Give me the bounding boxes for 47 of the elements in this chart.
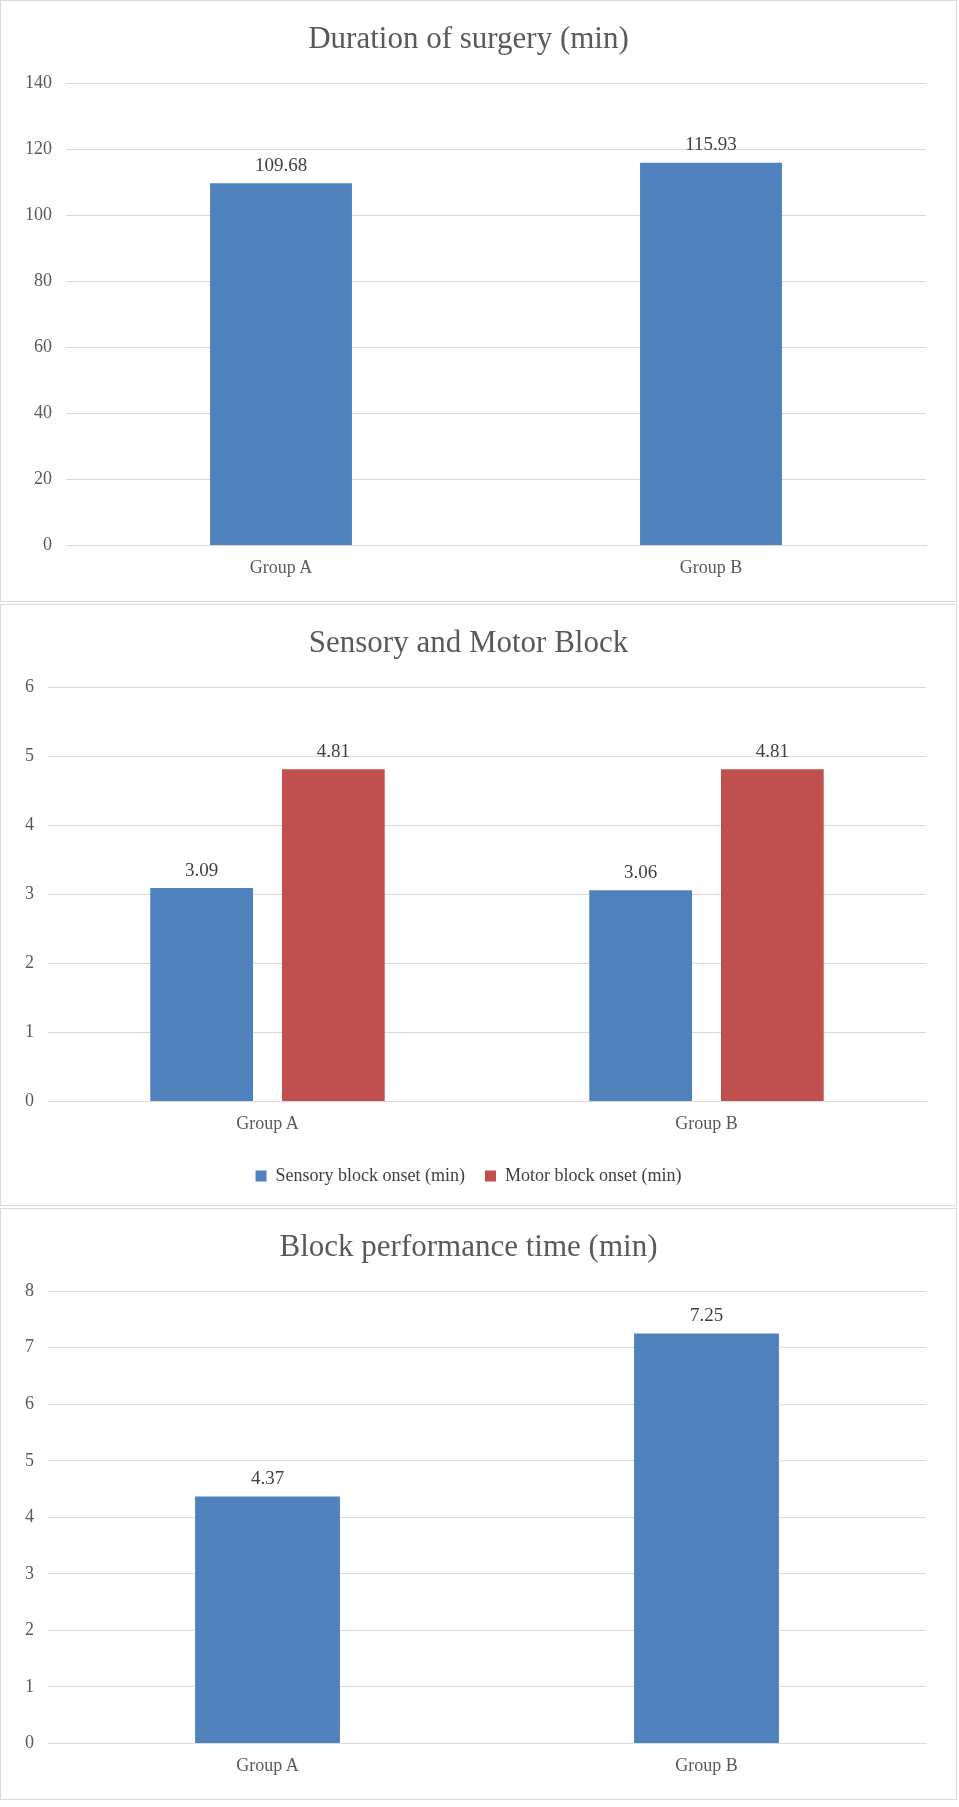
data-label: 4.37 <box>250 1466 285 1488</box>
y-tick-label: 2 <box>25 952 34 973</box>
bar <box>150 888 254 1101</box>
data-label: 115.93 <box>685 133 737 155</box>
chart-title: Duration of surgery (min) <box>308 19 629 55</box>
y-tick-label: 100 <box>25 203 52 224</box>
legend-label: Motor block onset (min) <box>505 1164 682 1186</box>
y-tick-label: 8 <box>25 1279 34 1300</box>
y-tick-label: 40 <box>34 402 52 423</box>
y-tick-label: 5 <box>25 744 34 765</box>
y-tick-label: 120 <box>25 137 52 158</box>
legend-label: Sensory block onset (min) <box>275 1164 466 1186</box>
y-tick-label: 60 <box>34 336 52 357</box>
x-tick-label: Group A <box>249 556 313 577</box>
x-tick-label: Group B <box>679 556 743 577</box>
y-tick-label: 1 <box>25 1021 34 1042</box>
data-label: 4.81 <box>316 739 350 761</box>
chart-title: Block performance time (min) <box>279 1227 658 1263</box>
x-tick-label: Group A <box>236 1754 299 1775</box>
bar <box>720 769 824 1101</box>
y-tick-label: 5 <box>25 1449 34 1470</box>
y-tick-label: 0 <box>43 534 52 555</box>
y-tick-label: 6 <box>25 1392 34 1413</box>
y-tick-label: 140 <box>25 71 52 92</box>
y-tick-label: 2 <box>25 1619 34 1640</box>
y-tick-label: 3 <box>25 1562 34 1583</box>
y-tick-label: 20 <box>34 468 52 489</box>
y-tick-label: 7 <box>25 1336 34 1357</box>
y-tick-label: 0 <box>25 1090 34 1111</box>
y-tick-label: 80 <box>34 270 52 291</box>
bar <box>281 769 385 1101</box>
y-tick-label: 3 <box>25 883 34 904</box>
y-tick-label: 4 <box>25 1506 34 1527</box>
x-tick-label: Group A <box>236 1112 299 1133</box>
bar <box>589 890 693 1101</box>
y-tick-label: 0 <box>25 1732 34 1753</box>
data-label: 3.06 <box>624 860 658 882</box>
y-tick-label: 6 <box>25 675 34 696</box>
data-label: 3.09 <box>185 858 219 880</box>
x-tick-label: Group B <box>675 1754 738 1775</box>
data-label: 7.25 <box>689 1304 724 1326</box>
x-tick-label: Group B <box>675 1112 738 1133</box>
chart-title: Sensory and Motor Block <box>308 623 629 659</box>
y-tick-label: 1 <box>25 1675 34 1696</box>
data-label: 4.81 <box>755 739 789 761</box>
data-label: 109.68 <box>254 153 308 175</box>
y-tick-label: 4 <box>25 814 34 834</box>
